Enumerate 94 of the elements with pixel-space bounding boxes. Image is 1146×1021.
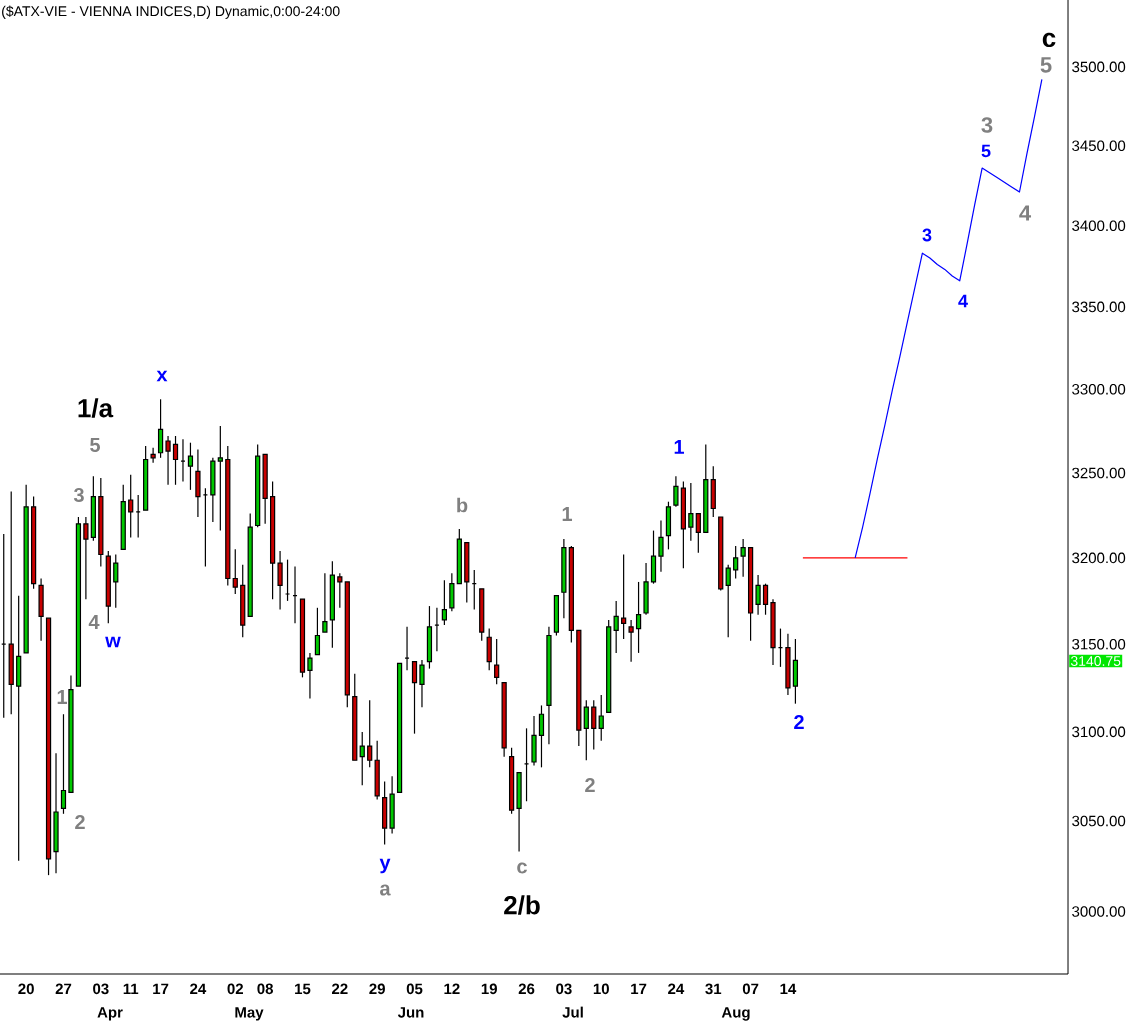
candlestick bbox=[113, 553, 119, 609]
y-tick-label: 3000.00 bbox=[1072, 906, 1126, 917]
candlestick bbox=[195, 448, 201, 518]
candlestick bbox=[561, 538, 567, 619]
candlestick bbox=[38, 577, 44, 642]
annotation: 3 bbox=[73, 487, 84, 503]
candlestick bbox=[165, 435, 171, 486]
annotation: 2 bbox=[75, 815, 85, 829]
y-tick-label: 3150.00 bbox=[1072, 638, 1126, 650]
y-tick-label: 3450.00 bbox=[1072, 140, 1126, 152]
text: 3140.75 bbox=[1070, 656, 1121, 666]
candlestick bbox=[8, 490, 14, 715]
x-tick-label: 08 bbox=[257, 983, 274, 995]
candlestick bbox=[83, 516, 89, 600]
candlestick bbox=[210, 457, 216, 523]
candlestick bbox=[307, 652, 313, 699]
x-tick-label: 03 bbox=[556, 983, 572, 995]
annotation: 4 bbox=[1019, 205, 1032, 221]
candlestick bbox=[419, 659, 425, 708]
x-tick-label: 29 bbox=[369, 983, 385, 995]
candlestick bbox=[770, 598, 776, 666]
annotation: 5 bbox=[981, 144, 991, 158]
text: Apr bbox=[97, 1007, 123, 1021]
annotation: w bbox=[105, 636, 121, 648]
annotation: 2 bbox=[794, 715, 804, 729]
y-tick-label: 3100.00 bbox=[1072, 726, 1126, 738]
annotation: 1/a bbox=[78, 398, 114, 418]
x-tick-label: 05 bbox=[406, 983, 423, 995]
x-tick-label: 24 bbox=[190, 983, 207, 994]
x-tick-label: 03 bbox=[93, 983, 109, 995]
candlestick bbox=[531, 715, 537, 767]
candlestick bbox=[449, 572, 455, 612]
candlestick bbox=[53, 752, 59, 874]
candlestick bbox=[785, 633, 791, 696]
x-tick-label: 31 bbox=[705, 983, 722, 995]
annotation: c bbox=[1042, 32, 1056, 48]
x-tick-label: 14 bbox=[780, 983, 797, 994]
annotation: 1 bbox=[674, 440, 685, 454]
annotation: 5 bbox=[90, 438, 101, 452]
candlestick bbox=[277, 550, 283, 611]
candlestick bbox=[658, 519, 664, 573]
candlestick bbox=[337, 572, 343, 609]
text: Aug bbox=[721, 1007, 750, 1021]
x-tick-label: 24 bbox=[668, 983, 685, 994]
candlestick bbox=[673, 475, 679, 508]
y-tick-label: 3500.00 bbox=[1072, 61, 1126, 73]
candlestick bbox=[755, 574, 761, 616]
annotation: c bbox=[517, 862, 527, 874]
x-tick-label: 17 bbox=[631, 983, 647, 994]
candlestick bbox=[546, 626, 552, 745]
y-tick-label: 3050.00 bbox=[1072, 815, 1126, 827]
annotation: 3 bbox=[981, 117, 993, 133]
text: May bbox=[235, 1007, 264, 1021]
annotation: 2 bbox=[585, 778, 595, 792]
candlestick bbox=[16, 595, 22, 862]
y-tick-label: 3250.00 bbox=[1072, 467, 1126, 479]
candlestick bbox=[128, 474, 134, 539]
x-tick-label: 11 bbox=[123, 983, 139, 994]
x-tick-label: 26 bbox=[518, 983, 535, 995]
x-tick-label: 20 bbox=[18, 983, 34, 995]
candlestick bbox=[217, 425, 223, 532]
annotation: 3 bbox=[922, 228, 932, 242]
x-tick-label: 27 bbox=[55, 983, 72, 994]
text: Jun bbox=[397, 1007, 424, 1018]
x-tick-label: 10 bbox=[593, 983, 609, 995]
candlestick bbox=[635, 581, 642, 654]
annotation: 1 bbox=[562, 507, 573, 521]
chart-title: ($ATX-VIE - VIENNA INDICES,D) Dynamic,0:00-24:00 bbox=[2, 5, 340, 19]
x-tick-label: 15 bbox=[295, 983, 311, 995]
candlestick bbox=[389, 775, 395, 835]
annotation: 5 bbox=[1040, 57, 1052, 73]
annotation: 2/b bbox=[504, 895, 540, 915]
annotation: a bbox=[380, 884, 391, 896]
y-tick-label: 3300.00 bbox=[1072, 384, 1126, 395]
annotation: 4 bbox=[958, 294, 968, 308]
text: Jul bbox=[562, 1006, 583, 1018]
candlestick bbox=[628, 619, 634, 663]
y-tick-label: 3400.00 bbox=[1072, 220, 1126, 232]
y-tick-label: 3350.00 bbox=[1072, 301, 1126, 313]
x-tick-label: 07 bbox=[742, 983, 759, 995]
y-tick-label: 3200.00 bbox=[1072, 552, 1126, 564]
x-tick-label: 22 bbox=[332, 983, 348, 994]
annotation: b bbox=[457, 497, 468, 513]
x-tick-label: 19 bbox=[481, 983, 497, 995]
annotation: 4 bbox=[88, 615, 100, 629]
x-tick-label: 12 bbox=[444, 983, 460, 994]
annotation: y bbox=[379, 858, 391, 874]
candlestick bbox=[740, 538, 746, 578]
candlestick bbox=[643, 562, 649, 616]
annotation: x bbox=[156, 370, 168, 382]
x-tick-label: 02 bbox=[227, 983, 243, 995]
x-tick-label: 17 bbox=[153, 983, 169, 994]
annotation: 1 bbox=[57, 690, 68, 704]
candlestick bbox=[150, 447, 156, 464]
